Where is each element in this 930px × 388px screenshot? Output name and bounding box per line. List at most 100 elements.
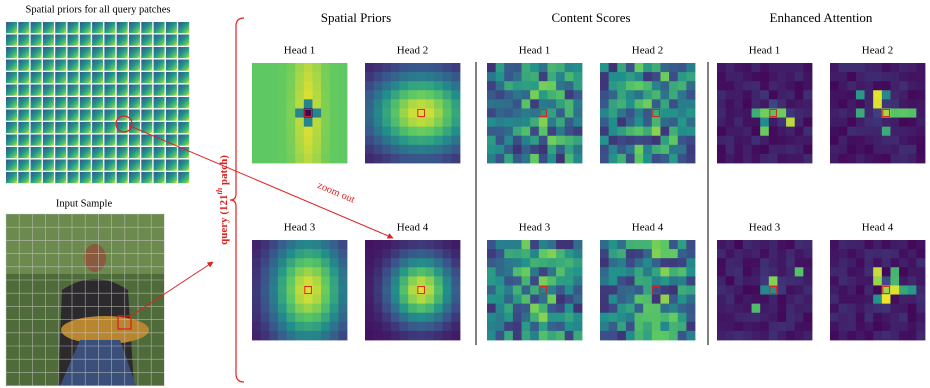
heat-cell bbox=[443, 90, 452, 99]
heat-cell bbox=[278, 108, 287, 117]
heat-cell bbox=[496, 145, 505, 154]
heat-cell bbox=[839, 258, 848, 267]
heat-cell bbox=[365, 72, 374, 81]
heat-cell bbox=[795, 267, 804, 276]
heat-cell bbox=[391, 240, 400, 249]
heat-cell bbox=[795, 63, 804, 72]
heat-cell bbox=[295, 258, 304, 267]
heat-cell bbox=[635, 90, 644, 99]
prior-tile bbox=[178, 122, 189, 133]
heat-cell bbox=[865, 127, 874, 136]
heat-cell bbox=[652, 331, 661, 340]
heat-cell bbox=[312, 240, 321, 249]
prior-tile bbox=[117, 60, 128, 71]
heat-cell bbox=[382, 276, 391, 285]
heat-cell bbox=[522, 108, 531, 117]
heat-cell bbox=[669, 304, 678, 313]
heat-cell bbox=[338, 240, 347, 249]
heat-cell bbox=[769, 304, 778, 313]
heat-cell bbox=[686, 331, 695, 340]
heat-cell bbox=[660, 81, 669, 90]
heat-cell bbox=[391, 72, 400, 81]
prior-tile bbox=[80, 172, 91, 183]
heat-cell bbox=[678, 154, 687, 163]
heat-cell bbox=[795, 331, 804, 340]
heat-cell bbox=[522, 72, 531, 81]
heat-cell bbox=[252, 81, 261, 90]
prior-tile bbox=[129, 135, 140, 146]
heat-cell bbox=[635, 136, 644, 145]
head-label: Head 2 bbox=[862, 45, 893, 57]
heat-cell bbox=[626, 63, 635, 72]
heat-cell bbox=[769, 136, 778, 145]
heat-cell bbox=[873, 276, 882, 285]
heat-cell bbox=[760, 154, 769, 163]
heat-cell bbox=[617, 322, 626, 331]
heat-cell bbox=[513, 285, 522, 294]
heat-cell bbox=[743, 285, 752, 294]
prior-tile bbox=[117, 160, 128, 171]
heat-cell bbox=[504, 313, 513, 322]
heat-cell bbox=[678, 322, 687, 331]
heat-cell bbox=[908, 136, 917, 145]
heat-cell bbox=[425, 258, 434, 267]
heat-cell bbox=[643, 322, 652, 331]
heat-cell bbox=[400, 285, 409, 294]
heat-cell bbox=[865, 276, 874, 285]
heat-cell bbox=[417, 136, 426, 145]
prior-tile bbox=[68, 172, 79, 183]
heat-cell bbox=[547, 267, 556, 276]
heat-cell bbox=[726, 99, 735, 108]
heat-cell bbox=[760, 258, 769, 267]
heat-cell bbox=[660, 90, 669, 99]
heat-cell bbox=[321, 63, 330, 72]
heat-cell bbox=[252, 108, 261, 117]
heat-cell bbox=[547, 154, 556, 163]
prior-tile bbox=[68, 110, 79, 121]
input-photo bbox=[6, 214, 164, 386]
heat-cell bbox=[600, 118, 609, 127]
heat-cell bbox=[643, 81, 652, 90]
heat-cell bbox=[487, 118, 496, 127]
heat-cell bbox=[400, 108, 409, 117]
heat-cell bbox=[391, 108, 400, 117]
prior-tile bbox=[117, 35, 128, 46]
heat-cell bbox=[382, 267, 391, 276]
heat-cell bbox=[717, 118, 726, 127]
heat-cell bbox=[374, 331, 383, 340]
heat-cell bbox=[643, 108, 652, 117]
heat-cell bbox=[365, 276, 374, 285]
heat-cell bbox=[530, 285, 539, 294]
heat-cell bbox=[556, 90, 565, 99]
heat-cell bbox=[830, 276, 839, 285]
heat-cell bbox=[865, 258, 874, 267]
heat-cell bbox=[652, 63, 661, 72]
heat-cell bbox=[617, 90, 626, 99]
heat-cell bbox=[451, 81, 460, 90]
heat-cell bbox=[678, 72, 687, 81]
heat-cell bbox=[609, 81, 618, 90]
heat-cell bbox=[573, 81, 582, 90]
heat-cell bbox=[278, 240, 287, 249]
heat-cell bbox=[573, 145, 582, 154]
heat-cell bbox=[530, 295, 539, 304]
heat-cell bbox=[803, 240, 812, 249]
heat-cell bbox=[304, 249, 313, 258]
heat-cell bbox=[391, 295, 400, 304]
heat-cell bbox=[786, 108, 795, 117]
prior-tile bbox=[43, 160, 54, 171]
heat-cell bbox=[609, 249, 618, 258]
heat-cell bbox=[652, 81, 661, 90]
heat-cell bbox=[777, 118, 786, 127]
heat-cell bbox=[686, 145, 695, 154]
heat-cell bbox=[408, 72, 417, 81]
prior-tile bbox=[80, 85, 91, 96]
prior-tile bbox=[141, 22, 152, 33]
heat-cell bbox=[312, 276, 321, 285]
heat-cell bbox=[669, 249, 678, 258]
heat-cell bbox=[417, 118, 426, 127]
heat-cell bbox=[856, 267, 865, 276]
heat-cell bbox=[890, 127, 899, 136]
heat-cell bbox=[678, 304, 687, 313]
heat-cell bbox=[743, 81, 752, 90]
